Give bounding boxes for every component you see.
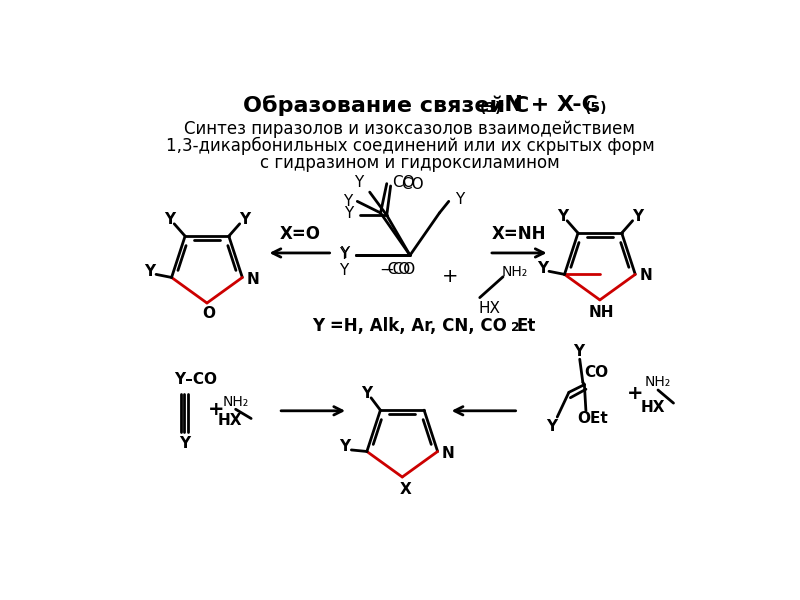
Text: NH₂: NH₂ xyxy=(502,265,528,279)
Text: 1,3-дикарбонильных соединений или их скрытых форм: 1,3-дикарбонильных соединений или их скр… xyxy=(166,137,654,155)
Text: Et: Et xyxy=(516,317,535,335)
Text: O: O xyxy=(202,306,215,321)
Text: NH: NH xyxy=(589,305,614,320)
Text: Синтез пиразолов и изоксазолов взаимодействием: Синтез пиразолов и изоксазолов взаимодей… xyxy=(185,120,635,138)
Text: Y: Y xyxy=(144,264,155,279)
Text: с гидразином и гидроксиламином: с гидразином и гидроксиламином xyxy=(260,154,560,172)
Text: (3): (3) xyxy=(480,101,502,115)
Text: CO: CO xyxy=(584,365,608,380)
Text: Y: Y xyxy=(573,344,584,359)
Text: Y: Y xyxy=(344,206,354,221)
Text: HX: HX xyxy=(478,301,500,316)
Text: N: N xyxy=(247,272,259,287)
Text: OEt: OEt xyxy=(577,411,607,426)
Text: -N + X-C: -N + X-C xyxy=(495,95,598,115)
Text: CO: CO xyxy=(393,175,415,190)
Text: X=NH: X=NH xyxy=(492,225,546,243)
Text: N: N xyxy=(442,446,455,461)
Text: Y: Y xyxy=(179,436,190,451)
Text: Y: Y xyxy=(557,209,568,224)
Text: +: + xyxy=(208,400,225,419)
Text: –CO: –CO xyxy=(381,262,411,277)
Text: Y: Y xyxy=(340,439,350,454)
Text: Y–CO: Y–CO xyxy=(174,373,217,388)
Text: HX: HX xyxy=(217,413,242,428)
Text: CO: CO xyxy=(401,177,424,192)
Text: Y: Y xyxy=(339,263,349,278)
Text: Y: Y xyxy=(343,194,353,209)
Text: Y: Y xyxy=(546,419,558,434)
Text: 2: 2 xyxy=(510,322,519,334)
Text: N: N xyxy=(640,268,653,283)
Text: Y: Y xyxy=(538,261,548,276)
Text: (5): (5) xyxy=(585,101,608,115)
Text: Y: Y xyxy=(354,175,363,190)
Text: +: + xyxy=(442,268,458,286)
Text: HX: HX xyxy=(640,400,665,415)
Text: Y =H, Alk, Ar, CN, CO: Y =H, Alk, Ar, CN, CO xyxy=(313,317,507,335)
Text: NH₂: NH₂ xyxy=(645,376,671,389)
Text: Y: Y xyxy=(339,247,349,262)
Text: Y: Y xyxy=(632,209,643,224)
Text: Y: Y xyxy=(361,386,372,401)
Text: –CO: –CO xyxy=(386,262,415,277)
Text: X=O: X=O xyxy=(279,225,321,243)
Text: NH₂: NH₂ xyxy=(222,395,249,409)
Text: +: + xyxy=(626,385,643,403)
Text: Y: Y xyxy=(164,212,175,227)
Text: Y: Y xyxy=(455,191,464,206)
Text: Y: Y xyxy=(340,246,350,261)
Text: X: X xyxy=(399,482,411,497)
Text: Y: Y xyxy=(238,212,250,227)
Text: Образование связей C: Образование связей C xyxy=(243,95,530,116)
